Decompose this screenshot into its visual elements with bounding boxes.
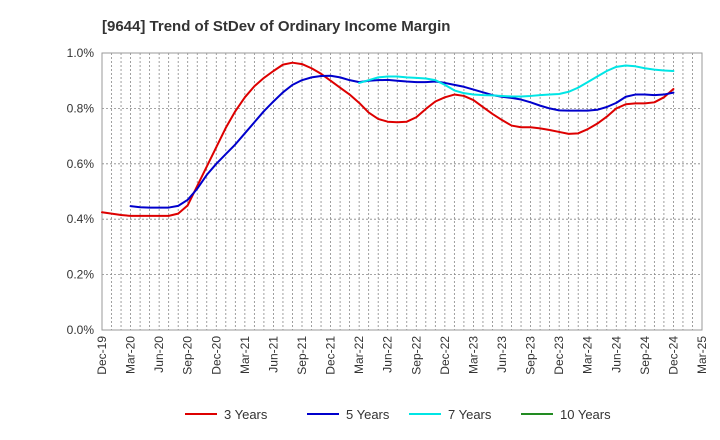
- x-tick-label: Sep-24: [638, 336, 652, 375]
- x-tick-label: Sep-22: [409, 336, 423, 375]
- y-tick-label: 0.8%: [67, 101, 95, 115]
- x-tick-label: Mar-25: [695, 336, 709, 374]
- legend: 3 Years 5 Years 7 Years 10 Years: [185, 407, 611, 422]
- legend-label: 5 Years: [346, 407, 390, 422]
- legend-label: 3 Years: [224, 407, 268, 422]
- x-tick-label: Sep-20: [181, 336, 195, 375]
- x-tick-label: Mar-20: [124, 336, 138, 374]
- series-line: [129, 74, 675, 209]
- x-axis: Dec-19 Mar-20 Jun-20 Sep-20 Dec-20 Mar-21 Jun-…: [95, 336, 709, 375]
- x-tick-label: Dec-20: [209, 336, 223, 375]
- x-tick-label: Mar-23: [466, 336, 480, 374]
- x-tick-label: Jun-23: [495, 336, 509, 373]
- x-tick-label: Dec-23: [552, 336, 566, 375]
- y-axis: 0.0% 0.2% 0.4% 0.6% 0.8% 1.0%: [67, 46, 95, 337]
- x-tick-label: Jun-22: [381, 336, 395, 373]
- x-tick-label: Jun-21: [266, 336, 280, 373]
- x-tick-label: Dec-19: [95, 336, 109, 375]
- grid: [102, 53, 702, 330]
- series-lines: [101, 61, 675, 217]
- y-tick-label: 0.2%: [67, 268, 95, 282]
- x-tick-label: Dec-22: [438, 336, 452, 375]
- x-tick-label: Jun-24: [609, 336, 623, 373]
- y-tick-label: 0.6%: [67, 157, 95, 171]
- x-tick-label: Dec-21: [324, 336, 338, 375]
- chart-title: [9644] Trend of StDev of Ordinary Income…: [102, 18, 450, 35]
- x-tick-label: Mar-22: [352, 336, 366, 374]
- x-tick-label: Jun-20: [152, 336, 166, 373]
- y-tick-label: 0.4%: [67, 212, 95, 226]
- x-tick-label: Dec-24: [666, 336, 680, 375]
- x-tick-label: Sep-21: [295, 336, 309, 375]
- legend-label: 10 Years: [560, 407, 611, 422]
- series-line: [358, 64, 675, 98]
- x-tick-label: Mar-21: [238, 336, 252, 374]
- x-tick-label: Sep-23: [524, 336, 538, 375]
- y-tick-label: 1.0%: [67, 46, 95, 60]
- x-tick-label: Mar-24: [581, 336, 595, 374]
- series-line: [101, 61, 675, 217]
- legend-label: 7 Years: [448, 407, 492, 422]
- plot-area: [101, 52, 703, 331]
- y-tick-label: 0.0%: [67, 323, 95, 337]
